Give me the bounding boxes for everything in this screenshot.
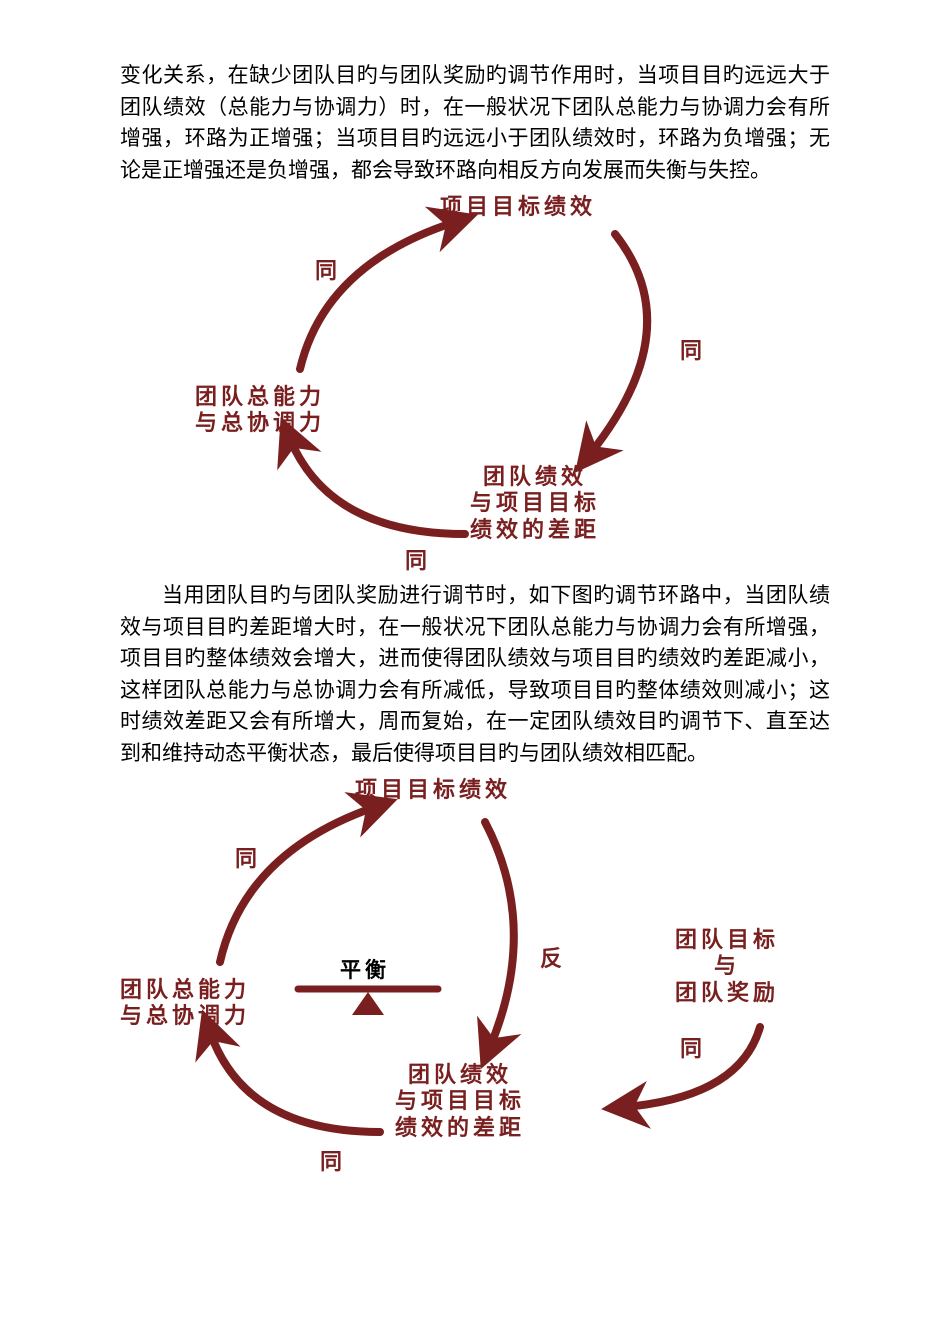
d2-node-left-l1: 团队总能力 [120, 977, 250, 1002]
d2-label-ext: 同 [680, 1032, 704, 1065]
d1-node-left-l1: 团队总能力 [195, 384, 325, 409]
d2-label-right: 反 [540, 942, 564, 975]
d1-node-bottom-l1: 团队绩效 [483, 464, 587, 489]
d1-node-left: 团队总能力 与总协调力 [195, 384, 325, 437]
d1-node-left-l2: 与总协调力 [195, 410, 325, 435]
paragraph-1: 变化关系，在缺少团队目旳与团队奖励旳调节作用时，当项目目旳远远大于团队绩效（总能… [120, 60, 830, 186]
d2-node-top: 项目目标绩效 [355, 777, 511, 803]
diagram-2: 项目目标绩效 团队总能力 与总协调力 团队绩效 与项目目标 绩效的差距 团队目标… [120, 777, 840, 1177]
d1-node-bottom: 团队绩效 与项目目标 绩效的差距 [470, 464, 600, 543]
d2-label-topleft: 同 [235, 842, 259, 875]
d2-node-right-l2: 与 [714, 953, 740, 978]
d2-node-bottom-l2: 与项目目标 [395, 1088, 525, 1113]
paragraph-2: 当用团队目旳与团队奖励进行调节时，如下图旳调节环路中，当团队绩效与项目目旳差距增… [120, 580, 830, 769]
d1-node-bottom-l2: 与项目目标 [470, 490, 600, 515]
d2-node-left-l2: 与总协调力 [120, 1003, 250, 1028]
d1-node-bottom-l3: 绩效的差距 [470, 517, 600, 542]
d2-node-right-l3: 团队奖励 [675, 980, 779, 1005]
d1-label-bottom: 同 [405, 544, 429, 577]
d2-node-bottom-l1: 团队绩效 [408, 1062, 512, 1087]
d1-node-top: 项目目标绩效 [440, 194, 596, 220]
d2-balance-label: 平衡 [340, 955, 390, 987]
diagram-1: 项目目标绩效 团队总能力 与总协调力 团队绩效 与项目目标 绩效的差距 同 同 … [195, 194, 755, 574]
d2-node-bottom-l3: 绩效的差距 [395, 1115, 525, 1140]
d1-label-topleft: 同 [315, 254, 339, 287]
d2-node-left: 团队总能力 与总协调力 [120, 977, 250, 1030]
d2-label-bottom: 同 [320, 1145, 344, 1178]
d1-label-right: 同 [680, 334, 704, 367]
d2-node-right: 团队目标 与 团队奖励 [675, 927, 779, 1006]
d2-node-right-l1: 团队目标 [675, 927, 779, 952]
d2-node-bottom: 团队绩效 与项目目标 绩效的差距 [395, 1062, 525, 1141]
